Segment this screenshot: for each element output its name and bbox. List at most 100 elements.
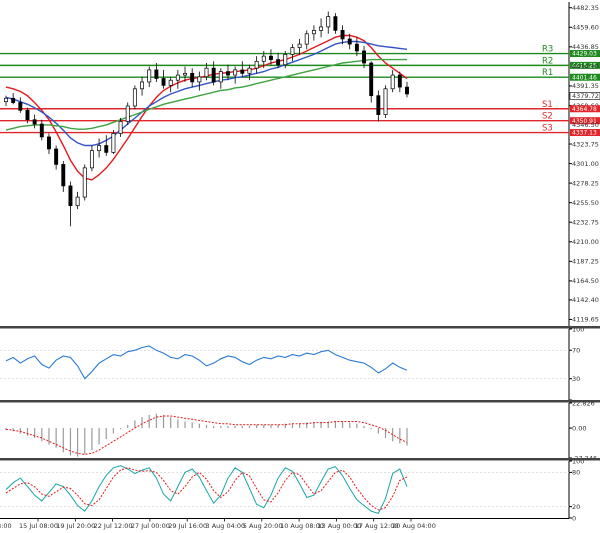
level-tag-bg [570,117,600,125]
candle-body [297,43,302,48]
candle-body [61,164,66,187]
x-tick-label: 29 Jul 16:00 [168,522,207,530]
x-tick-label: 5 Aug 20:00 [243,522,283,530]
level-label-r3: R3 [542,45,553,55]
candle-body [390,74,395,90]
candle-body [75,196,80,207]
panel-separator [0,400,600,403]
level-tag-text: 4401.46 [572,74,597,81]
level-tag-bg [570,105,600,113]
candle-body [168,79,173,86]
candle-body [197,76,202,83]
level-tag-text: 4364.78 [572,106,597,113]
candle-body [254,60,259,69]
y-tick-label: 4436.85 [572,43,599,51]
candle-body [68,185,73,207]
candle-body [183,72,187,76]
rsi-y-tick-label: 70 [572,347,580,355]
stoch-k-line [5,465,408,515]
moving-average-line-3 [5,58,407,131]
stoch-y-tick-label: 100 [572,457,584,465]
candle-body [161,78,166,86]
candle-body [39,123,44,138]
rsi-y-tick-label: 100 [572,325,584,333]
candle-body [154,69,159,79]
candle-body [54,148,59,165]
x-tick-label: 27 Jul 00:00 [131,522,170,530]
candle-body [347,38,352,45]
level-tag-bg [570,61,600,69]
macd-y-tick-label: 22.826 [572,399,595,407]
level-label-r2: R2 [542,56,553,66]
stochastic-panel: 100 80 20 0 [0,457,584,522]
level-tag-bg [570,129,600,137]
y-tick-label: 4278.25 [572,179,599,187]
macd-signal-line [5,415,408,455]
current-price-tag: 4379.72 [572,92,599,100]
candle-body [18,102,23,111]
candle-body [97,145,102,152]
candle-body [362,50,366,64]
candle-body [82,167,87,198]
candle-body [240,69,245,74]
candle-body [125,105,130,122]
y-tick-label-extra: 4414.10 [572,63,599,71]
x-tick-label: 22 Jul 12:00 [94,522,133,530]
level-tag-text: 4350.91 [572,118,597,125]
x-tick-label: 19 Jul 20:00 [56,522,95,530]
candle-body [218,71,223,83]
candle-body [111,133,116,153]
candle-body [283,54,288,66]
y-tick-label: 4232.75 [572,219,599,227]
level-tag-bg [570,73,600,81]
y-tick-label: 4391.35 [572,82,599,90]
candle-body [326,16,331,28]
x-tick-label: 20 Aug 04:00 [392,522,436,530]
candle-body [11,97,16,103]
moving-average-line-2 [5,40,408,147]
level-tag-text: 4429.03 [572,51,597,58]
candle-body [304,33,309,45]
candle-body [32,119,37,125]
level-tag-bg [570,50,600,58]
y-tick-label: 4482.35 [572,4,599,12]
candle-body [25,109,30,121]
candle-body [397,74,402,88]
x-tick-label: 13 Aug 00:00 [317,522,361,530]
stoch-y-tick-label: 80 [572,469,580,477]
candle-body [340,30,345,40]
candle-body [369,62,374,97]
candle-body [204,67,209,78]
candle-body [4,97,8,103]
candle-body [319,26,324,31]
candle-body [47,136,51,150]
level-tag-text: 4415.25 [572,63,597,70]
candle-body [147,69,152,83]
candle-body [290,47,295,55]
candle-body [311,30,316,35]
candle-body [261,55,266,62]
macd-y-tick-label: 0.00 [572,424,586,432]
candle-body [354,43,359,52]
y-tick-label: 4187.25 [572,258,599,266]
level-label-s2: S2 [542,112,553,122]
stoch-y-tick-label: 20 [572,503,580,511]
candle-body [104,145,109,153]
x-tick-label: 10 Aug 08:00 [280,522,324,530]
candle-body [132,88,137,107]
stoch-y-tick-label: 0 [572,514,576,522]
price-panel: 4482.354459.604436.854391.354368.604323.… [0,2,600,326]
candle-body [268,55,273,60]
y-tick-label: 4255.50 [572,199,599,207]
level-tag-text: 4337.13 [572,130,597,137]
rsi-line [5,345,408,380]
candle-body [383,88,388,115]
current-price-tag-bg [569,92,600,100]
x-tick-label: 8:00 [0,522,12,530]
level-label-r1: R1 [542,68,553,78]
y-tick-label: 4323.75 [572,140,599,148]
y-tick-label: 4301.00 [572,160,599,168]
